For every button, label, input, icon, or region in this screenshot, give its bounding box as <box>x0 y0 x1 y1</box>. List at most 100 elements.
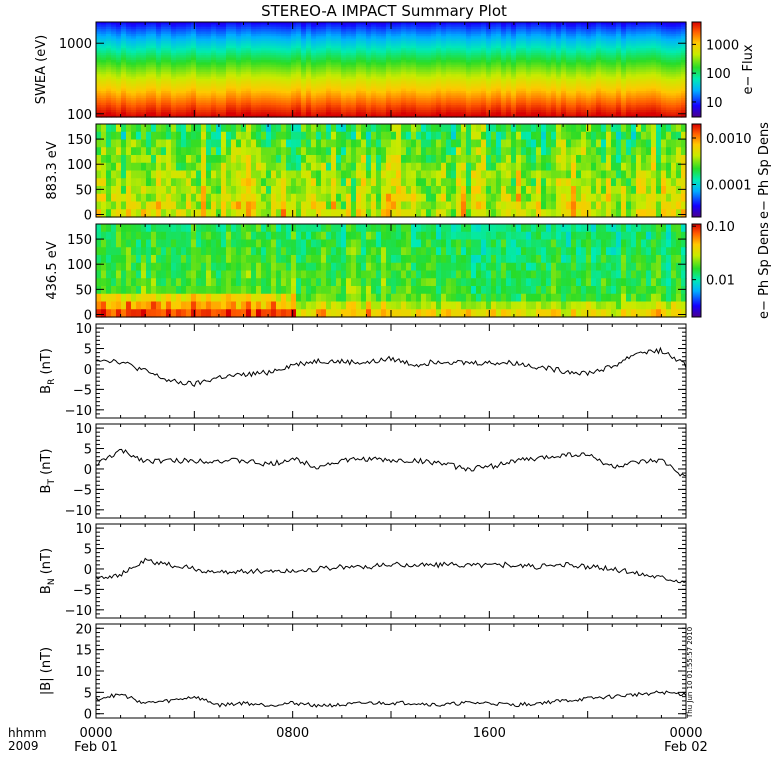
spectrogram-cell <box>476 50 482 54</box>
spectrogram-cell <box>186 26 192 30</box>
spectrogram-cell <box>366 24 372 28</box>
spectrogram-cell <box>306 90 312 94</box>
spectrogram-cell <box>261 48 267 52</box>
spectrogram-cell <box>131 114 137 118</box>
spectrogram-cell <box>216 71 222 75</box>
spectrogram-cell <box>321 83 327 87</box>
spectrogram-cell <box>151 107 157 111</box>
spectrogram-cell <box>261 88 267 92</box>
spectrogram-cell <box>361 102 367 106</box>
spectrogram-cell <box>181 98 187 101</box>
spectrogram-cell <box>226 57 232 61</box>
spectrogram-cell <box>446 83 452 87</box>
spectrogram-cell <box>636 26 642 30</box>
spectrogram-cell <box>271 31 277 35</box>
spectrogram-cell <box>636 36 642 40</box>
spectrogram-cell <box>386 64 392 68</box>
spectrogram-cell <box>186 88 192 92</box>
spectrogram-cell <box>671 22 677 25</box>
spectrogram-cell <box>616 57 622 61</box>
spectrogram-cell <box>471 105 477 109</box>
spectrogram-cell <box>406 52 412 56</box>
spectrogram-cell <box>541 86 547 90</box>
spectrogram-cell <box>186 95 192 99</box>
spectrogram-cell <box>551 26 557 30</box>
spectrogram-cell <box>216 105 222 109</box>
spectrogram-cell <box>101 93 107 97</box>
spectrogram-cell <box>676 22 682 25</box>
spectrogram-cell <box>331 52 337 56</box>
spectrogram-cell <box>251 43 257 47</box>
spectrogram-cell <box>636 76 642 80</box>
spectrogram-cell <box>161 43 167 47</box>
spectrogram-cell <box>221 79 227 82</box>
spectrogram-cell <box>576 60 582 63</box>
spectrogram-cell <box>311 100 317 104</box>
spectrogram-cell <box>461 62 467 66</box>
spectrogram-cell <box>326 24 332 28</box>
spectrogram-cell <box>461 93 467 97</box>
spectrogram-cell <box>136 102 142 106</box>
spectrogram-cell <box>486 60 492 63</box>
spectrogram-cell <box>386 81 392 85</box>
spectrogram-cell <box>461 57 467 61</box>
spectrogram-cell <box>386 33 392 37</box>
spectrogram-cell <box>586 29 592 33</box>
spectrogram-cell <box>286 95 292 99</box>
spectrogram-cell <box>291 93 297 97</box>
spectrogram-cell <box>196 26 202 30</box>
spectrogram-cell <box>121 131 127 141</box>
spectrogram-cell <box>526 81 532 85</box>
spectrogram-cell <box>456 69 462 73</box>
spectrogram-cell <box>491 114 497 118</box>
spectrogram-cell <box>501 86 507 90</box>
spectrogram-cell <box>486 33 492 37</box>
spectrogram-cell <box>531 64 537 68</box>
spectrogram-cell <box>581 26 587 30</box>
spectrogram-cell <box>671 112 677 116</box>
spectrogram-cell <box>596 100 602 104</box>
spectrogram-cell <box>381 105 387 109</box>
spectrogram-cell <box>516 60 522 63</box>
spectrogram-cell <box>286 24 292 28</box>
spectrogram-cell <box>516 105 522 109</box>
spectrogram-cell <box>291 55 297 59</box>
spectrogram-cell <box>646 29 652 33</box>
spectrogram-cell <box>151 29 157 33</box>
spectrogram-cell <box>341 88 347 92</box>
spectrogram-cell <box>521 64 527 68</box>
spectrogram-cell <box>321 45 327 49</box>
spectrogram-cell <box>276 60 282 63</box>
spectrogram-cell <box>556 102 562 106</box>
spectrogram-cell <box>251 24 257 28</box>
spectrogram-cell <box>351 26 357 30</box>
spectrogram-cell <box>661 57 667 61</box>
spectrogram-cell <box>491 93 497 97</box>
spectrogram-cell <box>211 112 217 116</box>
spectrogram-cell <box>251 102 257 106</box>
spectrogram-cell <box>361 45 367 49</box>
spectrogram-cell <box>401 98 407 101</box>
spectrogram-cell <box>586 114 592 118</box>
spectrogram-cell <box>626 105 632 109</box>
spectrogram-cell <box>631 22 637 25</box>
spectrogram-cell <box>306 69 312 73</box>
spectrogram-cell <box>566 64 572 68</box>
spectrogram-cell <box>541 90 547 94</box>
spectrogram-cell <box>276 100 282 104</box>
spectrogram-cell <box>396 36 402 40</box>
spectrogram-cell <box>146 55 152 59</box>
spectrogram-cell <box>646 48 652 52</box>
spectrogram-cell <box>491 64 497 68</box>
spectrogram-cell <box>641 50 647 54</box>
spectrogram-cell <box>421 29 427 33</box>
spectrogram-cell <box>111 186 117 195</box>
spectrogram-cell <box>326 60 332 63</box>
spectrogram-cell <box>196 170 202 179</box>
spectrogram-cell <box>161 45 167 49</box>
spectrogram-cell <box>561 69 567 73</box>
spectrogram-cell <box>171 86 177 90</box>
spectrogram-cell <box>556 105 562 109</box>
spectrogram-cell <box>421 55 427 59</box>
spectrogram-cell <box>446 81 452 85</box>
